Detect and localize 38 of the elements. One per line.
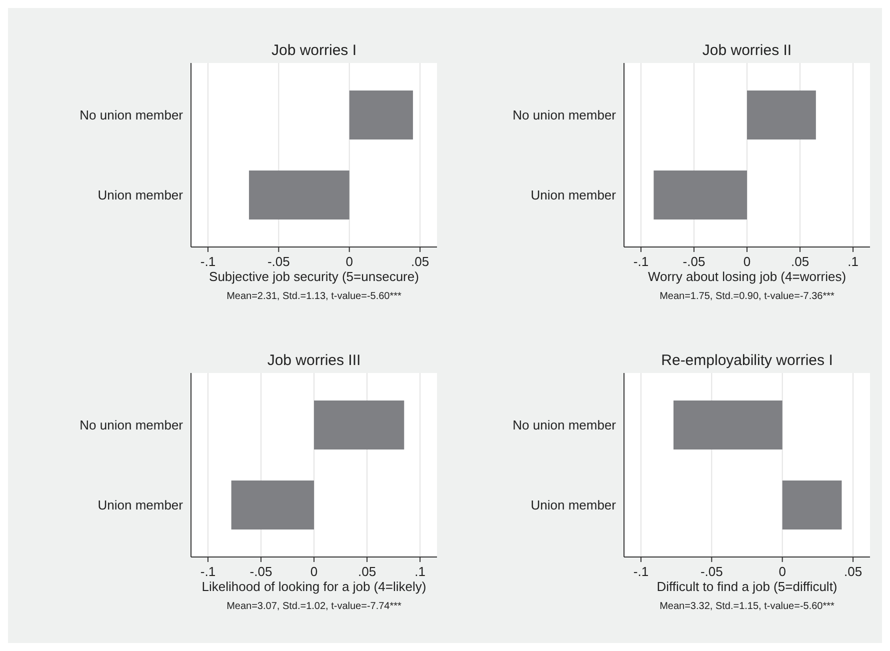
x-tick-label: -.05 <box>682 254 706 269</box>
x-tick-label: -.1 <box>633 564 649 579</box>
x-tick-label: .1 <box>848 254 858 269</box>
y-tick-label: No union member <box>512 108 617 123</box>
text: Mean=1.75, Std.=0.90, t-value=-7.36*** <box>660 291 835 302</box>
x-tick-label: 0 <box>310 564 318 579</box>
y-tick-label: No union member <box>512 418 617 433</box>
y-tick-label: No union member <box>80 108 184 123</box>
chart-title: Job worries II <box>702 42 792 59</box>
x-tick-label: -.05 <box>267 254 290 269</box>
text: Mean=3.32, Std.=1.15, t-value=-5.60*** <box>660 601 835 612</box>
y-tick-label: Union member <box>98 498 184 513</box>
x-tick-label: -.05 <box>250 564 272 579</box>
x-tick-label: 0 <box>778 564 786 579</box>
x-tick-label: -.05 <box>700 564 723 579</box>
y-tick-label: Union member <box>98 188 184 203</box>
chart-title: Job worries III <box>267 352 361 369</box>
x-tick-label: -.1 <box>200 564 216 579</box>
x-tick-label: .05 <box>790 254 810 269</box>
x-tick-label: .05 <box>410 254 430 269</box>
x-tick-label: -.1 <box>633 254 649 269</box>
x-axis-title: Subjective job security (5=unsecure) <box>209 269 419 284</box>
y-tick-label: Union member <box>530 498 617 513</box>
x-axis-title: Worry about losing job (4=worries) <box>648 269 846 284</box>
y-tick-label: Union member <box>530 188 617 203</box>
x-axis-title: Difficult to find a job (5=difficult) <box>656 579 838 594</box>
x-tick-label: .05 <box>844 564 862 579</box>
x-tick-label: -.1 <box>200 254 216 269</box>
x-tick-label: 0 <box>346 254 353 269</box>
y-tick-label: No union member <box>80 418 184 433</box>
chart-title: Job worries I <box>271 42 357 59</box>
x-tick-label: .1 <box>414 564 426 579</box>
x-tick-label: .05 <box>358 564 376 579</box>
x-axis-title: Likelihood of looking for a job (4=likely) <box>202 579 426 594</box>
text: Mean=2.31, Std.=1.13, t-value=-5.60*** <box>226 291 402 302</box>
chart-title: Re-employability worries I <box>661 352 833 369</box>
text: Mean=3.07, Std.=1.02, t-value=-7.74*** <box>226 601 402 612</box>
x-tick-label: 0 <box>743 254 751 269</box>
